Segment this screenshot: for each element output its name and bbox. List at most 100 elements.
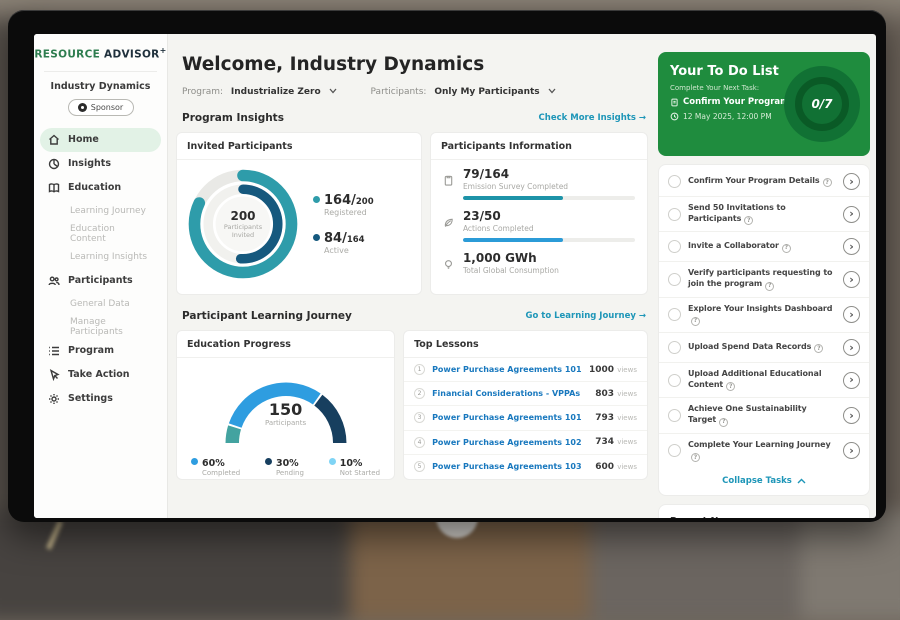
legend-dot [313,196,320,203]
sponsor-icon [77,102,87,112]
gauge-center-label: Participants [264,419,307,427]
lesson-link[interactable]: Power Purchase Agreements 103 [432,462,582,472]
lesson-link[interactable]: Financial Considerations - VPPAs [432,389,581,399]
todo-item: Confirm Your Program Details? › [659,167,869,197]
todo-checkbox[interactable] [668,207,681,221]
lesson-row: 1 Power Purchase Agreements 101 1000 vie… [404,358,647,383]
document-icon [671,98,678,106]
legend-registered: 164/200 Registered [313,193,374,217]
sidebar-item-home[interactable]: Home [40,127,161,152]
top-lessons-card: Top Lessons 1 Power Purchase Agreements … [403,330,648,480]
sidebar-item-insights[interactable]: Insights [40,152,161,176]
todo-list-card: Confirm Your Program Details? › Send 50 … [658,164,870,497]
sidebar-item-label: Program [68,345,114,356]
sidebar-item-education[interactable]: Education [40,176,161,200]
info-icon[interactable]: ? [744,216,754,226]
todo-checkbox[interactable] [668,240,681,254]
invited-participants-card: Invited Participants 200 Participants I [176,132,422,295]
info-icon[interactable]: ? [765,281,775,291]
info-icon[interactable]: ? [691,317,700,327]
check-more-insights-link[interactable]: Check More Insights → [538,113,646,123]
lesson-link[interactable]: Power Purchase Agreements 101 [432,413,582,423]
sidebar-item-label: Education [68,182,122,193]
sidebar-item-label: Participants [68,275,133,286]
sidebar-item-program[interactable]: Program [40,339,161,363]
lesson-row: 3 Power Purchase Agreements 101 793 view… [404,406,647,431]
info-icon[interactable]: ? [726,382,736,392]
lesson-link[interactable]: Power Purchase Agreements 101 [432,365,582,375]
sidebar-item-take-action[interactable]: Take Action [40,363,161,387]
clock-icon [670,112,679,121]
main-content: Welcome, Industry Dynamics Program: Indu… [168,34,656,518]
rank-badge: 2 [414,388,426,400]
sidebar-item-label: Insights [68,158,111,169]
go-to-learning-journey-link[interactable]: Go to Learning Journey → [525,311,646,321]
todo-checkbox[interactable] [668,341,681,355]
leaf-icon [443,209,455,242]
sidebar-item-general-data[interactable]: General Data [40,293,161,316]
card-title: Education Progress [177,331,395,358]
todo-go-button[interactable]: › [843,238,860,256]
progress-bar [462,238,563,242]
sidebar-nav: Home Insights Education Learning Journey… [34,126,167,413]
sidebar-item-education-content[interactable]: Education Content [40,223,161,246]
todo-go-button[interactable]: › [843,442,860,460]
todo-go-button[interactable]: › [843,371,860,389]
sidebar-item-learning-journey[interactable]: Learning Journey [40,200,161,223]
chevron-right-icon: › [849,174,854,188]
gear-icon [48,393,60,405]
lesson-link[interactable]: Power Purchase Agreements 102 [432,437,582,447]
chevron-down-icon [329,88,337,94]
sponsor-label: Sponsor [90,102,124,112]
card-title: Invited Participants [177,133,421,160]
legend-completed: 60% Completed [191,458,240,477]
legend-active: 84/164 Active [313,231,374,255]
todo-title: Your To Do List [670,64,779,79]
info-icon[interactable]: ? [814,344,824,354]
monitor-bezel: RESOURCE ADVISOR+ Industry Dynamics Spon… [8,10,886,522]
todo-checkbox[interactable] [668,373,681,387]
todo-checkbox[interactable] [668,308,681,322]
info-icon[interactable]: ? [822,178,832,188]
todo-checkbox[interactable] [668,175,681,188]
legend-dot [191,458,198,465]
sidebar-item-settings[interactable]: Settings [40,387,161,411]
todo-checkbox[interactable] [668,409,681,423]
info-icon[interactable]: ? [781,243,791,253]
info-icon[interactable]: ? [691,453,700,463]
program-dropdown[interactable]: Program: Industrialize Zero [182,87,337,97]
lesson-row: 2 Financial Considerations - VPPAs 803 v… [404,382,647,407]
todo-go-button[interactable]: › [843,271,860,289]
todo-go-button[interactable]: › [843,306,860,324]
sidebar-item-label: Education Content [70,224,115,244]
gauge-center-value: 150 [268,400,303,419]
divider [44,70,157,72]
sidebar-item-participants[interactable]: Participants [40,269,161,293]
participants-dropdown[interactable]: Participants: Only My Participants [371,87,556,97]
todo-go-button[interactable]: › [843,205,860,223]
todo-next-task: Confirm Your Program Details [683,97,826,107]
todo-go-button[interactable]: › [843,339,860,357]
todo-checkbox[interactable] [668,444,681,458]
arrow-right-icon: → [638,113,646,123]
chevron-right-icon: › [849,373,854,387]
todo-progress-ring: 0/7 [784,66,860,142]
todo-checkbox[interactable] [668,273,681,287]
action-icon [48,368,60,381]
sidebar-item-learning-insights[interactable]: Learning Insights [40,246,161,269]
sidebar-item-manage-participants[interactable]: Manage Participants [40,316,161,339]
survey-icon [443,167,455,200]
metric-consumption: 1,000 GWh Total Global Consumption [443,251,635,275]
todo-go-button[interactable]: › [843,407,860,425]
arrow-right-icon: → [638,311,646,321]
participants-value: Only My Participants [434,87,540,97]
page-title: Welcome, Industry Dynamics [182,54,485,75]
collapse-tasks-link[interactable]: Collapse Tasks [659,468,869,493]
chevron-right-icon: › [849,408,854,422]
active-arc [203,184,283,264]
todo-subtitle: Complete Your Next Task: [670,84,760,92]
todo-go-button[interactable]: › [843,173,860,190]
org-name: Industry Dynamics [50,80,151,92]
participants-label: Participants: [370,87,427,97]
info-icon[interactable]: ? [719,417,729,427]
